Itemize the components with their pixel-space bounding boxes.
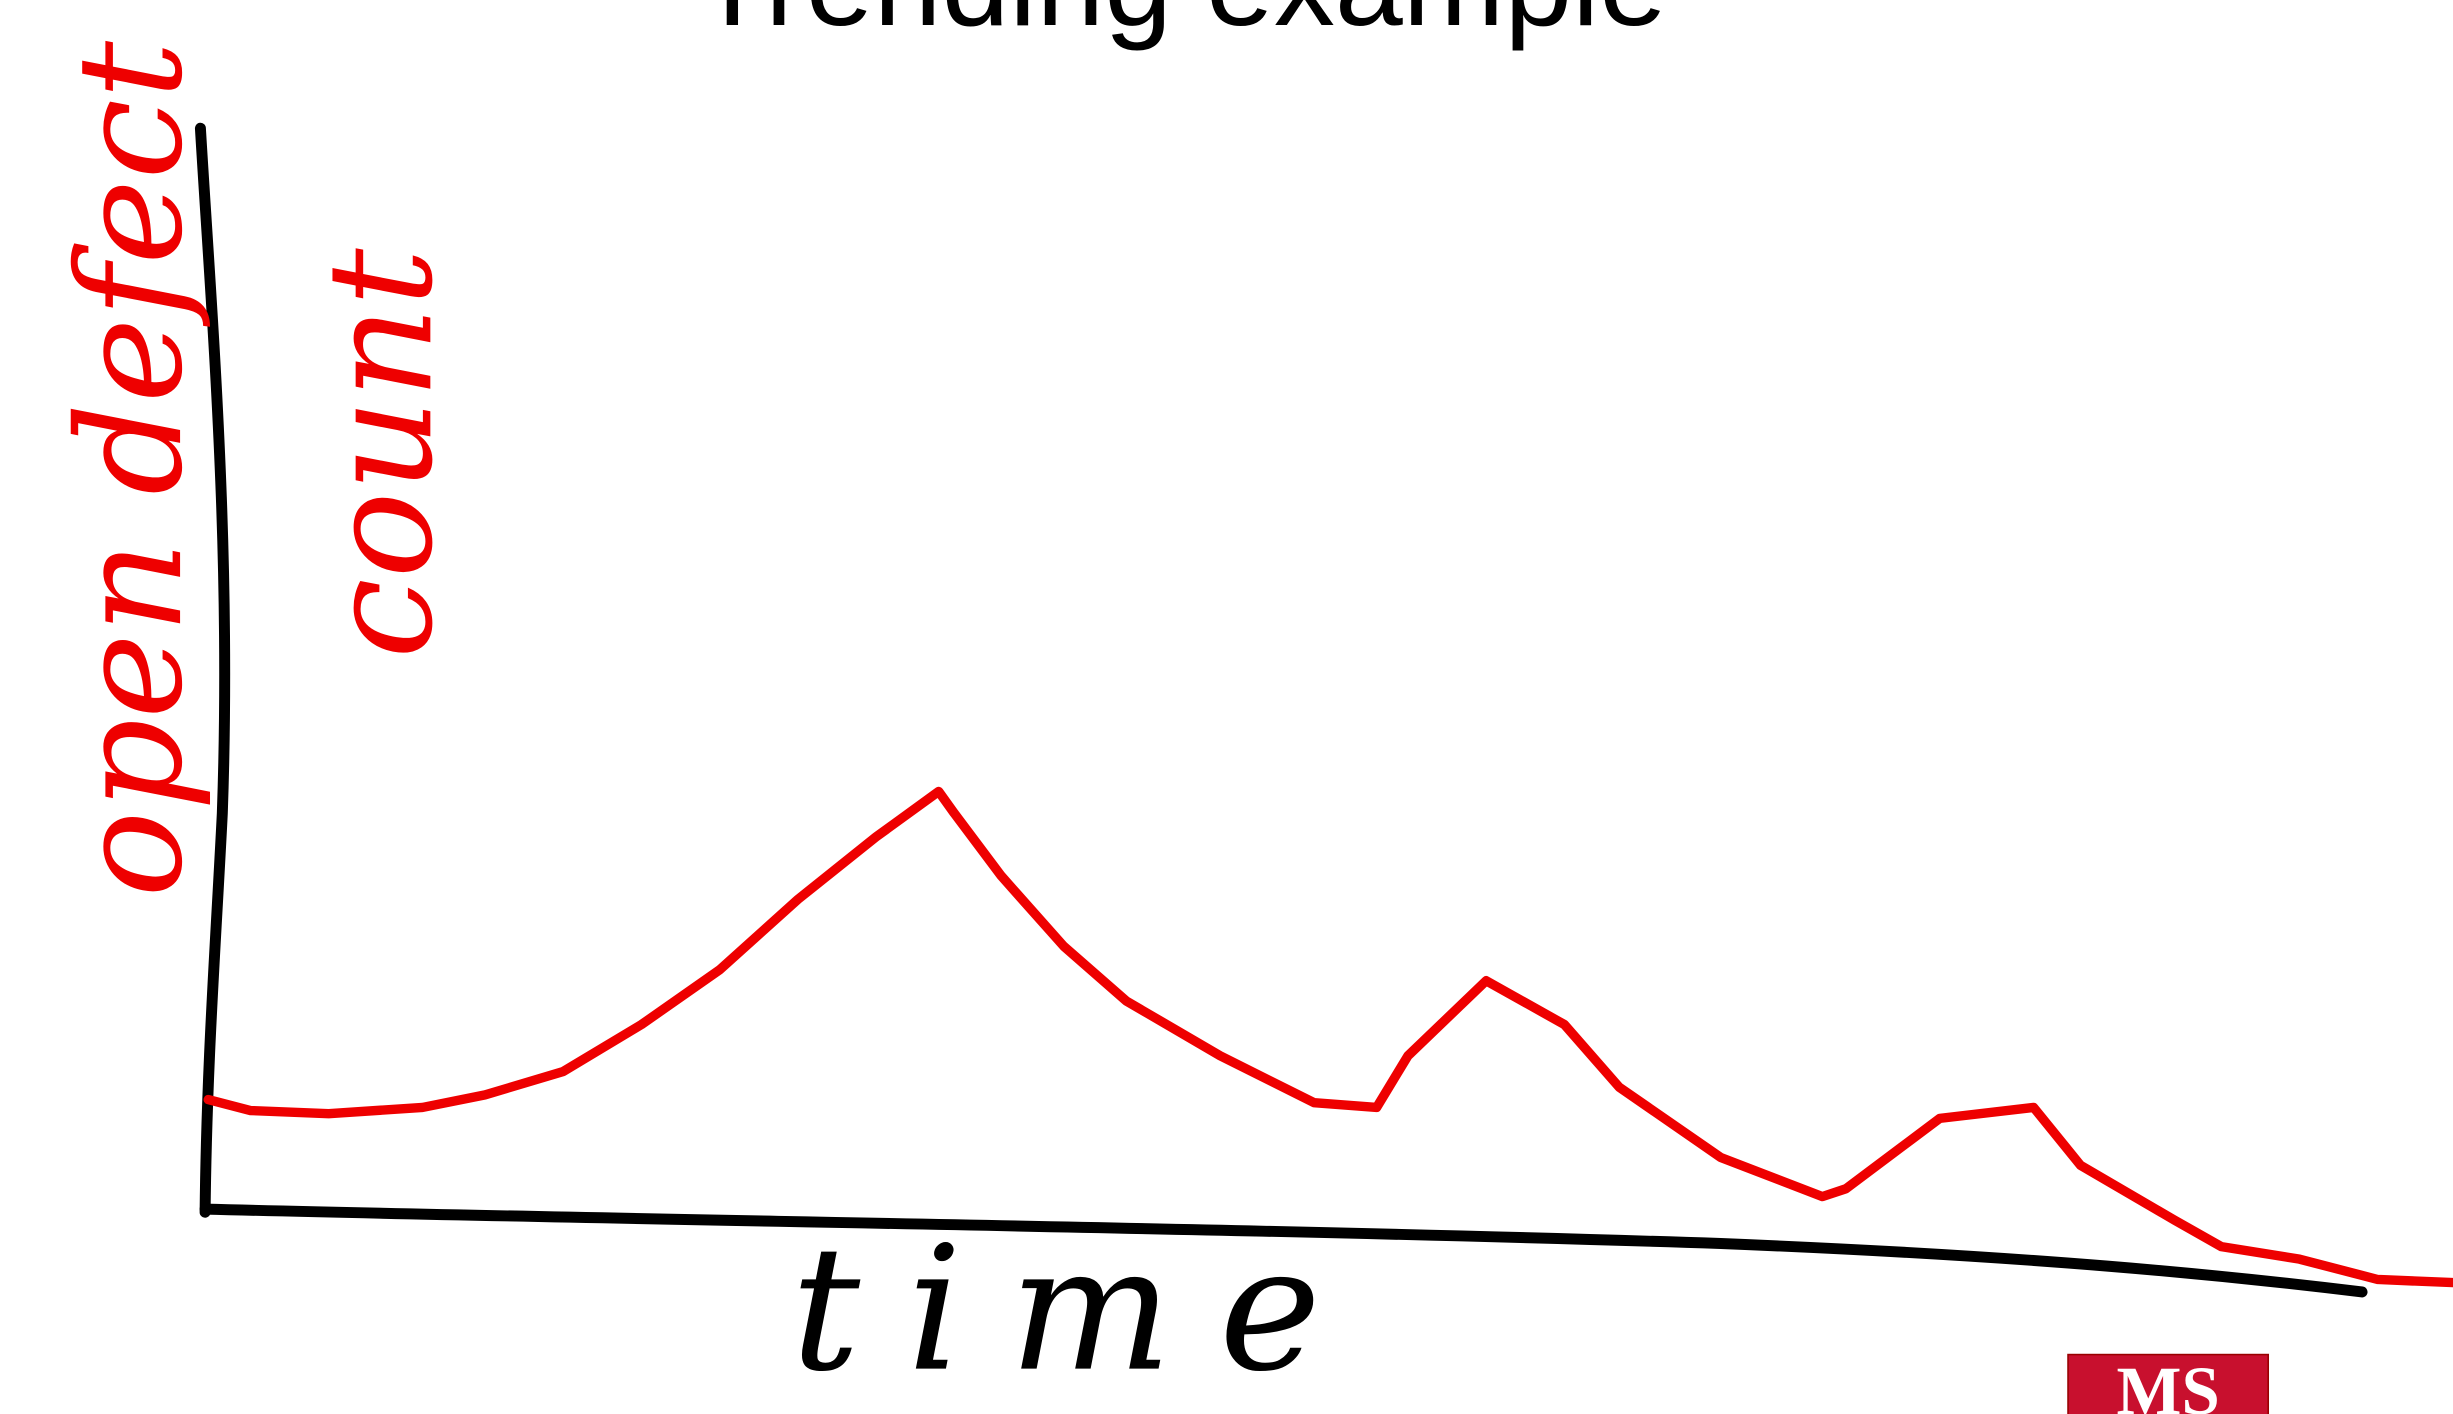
y-axis-label: count (296, 247, 464, 659)
slide-title: Trending example (695, 0, 1667, 51)
logo-text: MS (2117, 1353, 2220, 1414)
x-axis-label: time (791, 1209, 1368, 1410)
page: Trending example open defect count time … (0, 0, 2453, 1414)
y-axis-label: open defect (46, 40, 214, 898)
slide: Trending example open defect count time … (0, 0, 2453, 1414)
